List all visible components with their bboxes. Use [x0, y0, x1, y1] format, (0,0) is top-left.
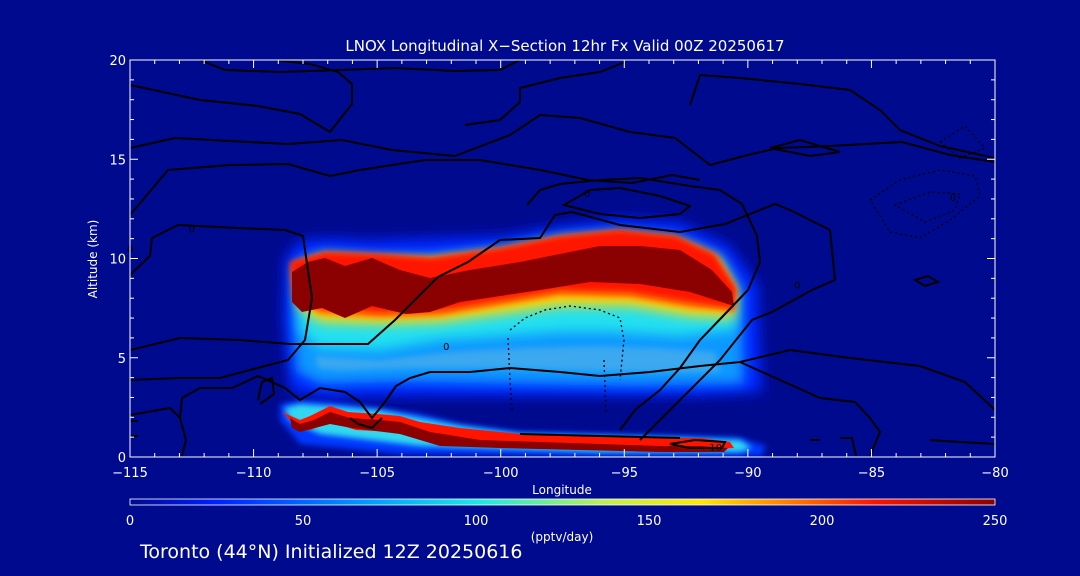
x-tick-label: −105: [359, 466, 395, 481]
colorbar-tick-label: 250: [983, 514, 1008, 529]
contour-line: [130, 223, 314, 381]
x-tick-label: −100: [483, 466, 519, 481]
contour-line: [130, 360, 882, 457]
contour-line: [912, 274, 941, 288]
contour-label: 10: [709, 443, 722, 454]
y-tick-label: 0: [118, 451, 126, 466]
colorbar-tick-label: 50: [295, 514, 312, 529]
contour-line: [561, 186, 693, 220]
x-tick-label: −90: [734, 466, 761, 481]
colorbar-label: (pptv/day): [531, 530, 594, 544]
x-tick-label: −110: [236, 466, 272, 481]
contour-line-dotted: [869, 169, 981, 239]
contour-line: [464, 61, 626, 126]
y-tick-label: 5: [118, 352, 126, 367]
colorbar-gradient: [130, 499, 995, 505]
contour-label: 0: [794, 280, 800, 291]
contour-label: 0: [584, 189, 590, 200]
x-tick-label: −115: [112, 466, 148, 481]
chart-title: LNOX Longitudinal X−Section 12hr Fx Vali…: [345, 37, 784, 55]
x-tick-label: −85: [858, 466, 885, 481]
footer-caption: Toronto (44°N) Initialized 12Z 20250616: [140, 541, 523, 563]
x-axis-label: Longitude: [532, 483, 592, 497]
contour-line: [130, 60, 353, 134]
contour-label: 0: [189, 225, 195, 236]
heatmap-field: [280, 218, 766, 456]
contour-line: [769, 138, 841, 158]
negative-contours: [507, 125, 987, 413]
contour-line: [739, 348, 995, 411]
colorbar-tick-label: 150: [637, 514, 662, 529]
contour-line: [689, 73, 995, 159]
colorbar-ticks: 0 50 100 150 200 250: [126, 514, 1008, 529]
field-lower-darkred: [290, 412, 728, 452]
contour-line: [669, 438, 727, 449]
contour-line-dotted: [509, 305, 625, 381]
contour-line: [526, 176, 762, 431]
contour-line: [130, 202, 837, 441]
y-axis-label: Altitude (km): [86, 220, 100, 299]
contour-line: [199, 60, 521, 74]
colorbar-tick-label: 0: [126, 514, 134, 529]
x-tick-label: −80: [981, 466, 1008, 481]
colorbar-tick-label: 100: [464, 514, 489, 529]
colorbar: 0 50 100 150 200 250 (pptv/day): [126, 498, 1008, 544]
contour-line: [130, 420, 138, 437]
contour-line: [130, 159, 701, 216]
x-tick-label: −95: [611, 466, 638, 481]
y-tick-label: 15: [109, 153, 126, 168]
field-upper-lightblue-band: [315, 346, 720, 372]
colorbar-tick-label: 200: [810, 514, 835, 529]
field-upper-darkred: [292, 246, 734, 318]
field-lower-red: [282, 406, 734, 450]
contour-line: [810, 437, 857, 457]
contour-line: [179, 417, 188, 457]
contour-overlay: [130, 60, 995, 457]
contour-label: 0: [950, 193, 956, 204]
contour-line: [130, 113, 995, 167]
contour-line: [349, 417, 383, 430]
y-tick-label: 10: [109, 253, 126, 268]
contour-line: [519, 433, 681, 439]
contour-line: [257, 376, 276, 405]
contour-line-dotted: [893, 191, 961, 223]
contour-line-dotted: [507, 337, 607, 413]
y-axis: 0 5 10 15 20: [109, 54, 995, 466]
x-axis: −115 −110 −105 −100 −95 −90 −85 −80: [112, 60, 1009, 481]
colorbar-frame: [129, 498, 996, 506]
y-tick-label: 20: [109, 54, 126, 69]
contour-label: 0: [443, 342, 449, 353]
contour-line: [929, 439, 995, 445]
